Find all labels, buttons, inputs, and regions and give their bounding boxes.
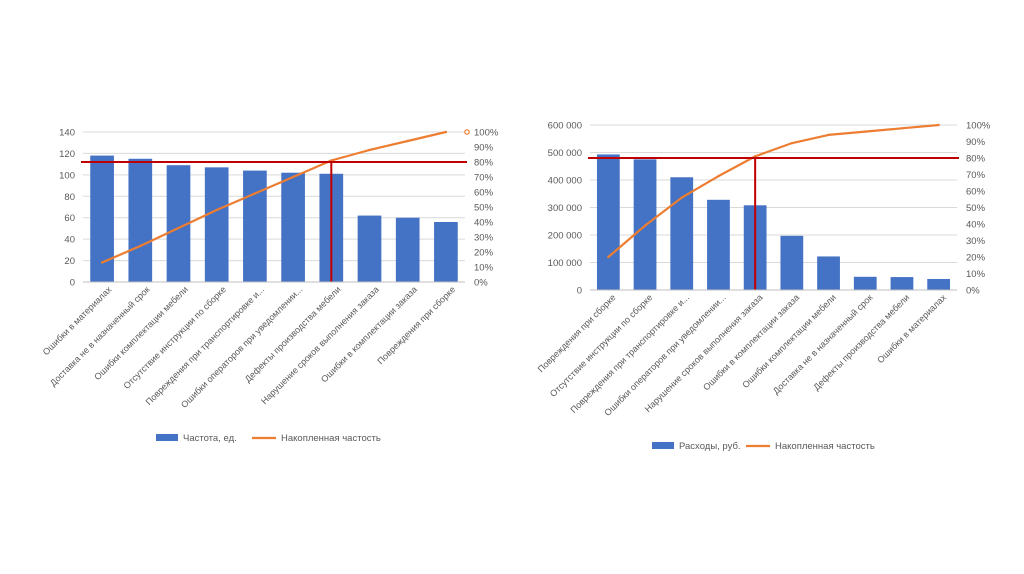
category-label: Ошибки в материалах [41,284,114,357]
bar [780,235,804,290]
cumulative-point [100,261,104,264]
bar [853,276,877,290]
y-tick-label: 20 [64,256,75,267]
legend-swatch-bars [156,434,178,441]
cumulative-point [253,192,257,195]
bar [281,172,305,282]
y2-tick-label: 20% [966,253,986,264]
y2-tick-label: 0% [966,286,980,297]
y-tick-label: 0 [70,278,75,289]
bar [927,279,951,290]
y2-tick-label: 30% [474,233,494,244]
bar [670,177,694,290]
y2-tick-label: 80% [966,154,986,165]
bar [817,256,840,290]
legend-label-line: Накопленная частость [281,433,381,444]
cumulative-point [827,133,830,137]
y2-tick-label: 20% [474,248,494,259]
category-label: Ошибки в материалах [875,292,948,365]
cumulative-point [607,255,610,259]
y2-tick-label: 80% [474,158,494,169]
cumulative-point [215,208,218,212]
y2-tick-label: 60% [474,188,494,199]
y-tick-label: 200 000 [548,231,582,242]
legend-label-bars: Частота, ед. [183,433,237,444]
cumulative-point [444,130,448,134]
bar [357,215,382,282]
bar [434,222,458,282]
y-tick-label: 100 [59,170,75,181]
pareto-chart-costs: 0 100 000 200 000 300 000 400 000 500 000 600 … [536,121,991,453]
cumulative-point [139,244,142,248]
legend-label-bars: Расходы, руб. [679,441,741,452]
cumulative-point [790,141,794,145]
cumulative-line [607,123,939,258]
legend-swatch-bars [652,442,674,449]
y-tick-label: 80 [64,192,75,203]
line-end-marker [464,129,470,135]
cumulative-point [680,196,683,199]
bar [90,155,114,282]
bar [128,158,153,282]
y-tick-label: 0 [577,286,582,297]
y-tick-label: 600 000 [548,121,582,132]
bar [166,165,191,282]
y-tick-label: 100 000 [548,258,582,269]
bar [707,199,730,290]
cumulative-point [291,175,295,179]
y2-tick-label: 40% [966,220,986,231]
cumulative-point [900,127,904,130]
y2-tick-label: 90% [474,143,494,154]
cumulative-point [753,155,757,158]
y-tick-label: 400 000 [548,176,582,187]
cumulative-point [368,148,371,152]
y2-tick-label: 70% [474,173,494,184]
bar [890,277,914,290]
cumulative-point [717,174,720,178]
bar [204,167,229,282]
cumulative-point [177,226,180,230]
y2-tick-label: 40% [474,218,494,229]
y2-tick-label: 60% [966,187,986,198]
cumulative-point [937,123,940,127]
legend-label-line: Накопленная частость [775,441,875,452]
y2-tick-label: 90% [966,137,986,148]
y-tick-label: 300 000 [548,203,582,214]
y2-tick-label: 70% [966,170,986,181]
y-tick-label: 120 [59,149,75,160]
y2-tick-label: 10% [474,263,494,274]
cumulative-point [406,139,409,143]
y2-tick-label: 100% [966,121,991,132]
y2-tick-label: 30% [966,236,986,247]
cumulative-line [101,130,447,264]
bar [243,170,267,282]
pareto-chart-frequency: 0 20 40 60 80 100 120 140 0% 10% 20% 30% 40% 50% 60% 70… [41,128,499,445]
cumulative-point [864,130,867,133]
bar [395,217,420,282]
category-label: Повреждения при сборке [375,284,457,366]
y2-tick-label: 100% [474,128,499,139]
bar [596,154,620,290]
cumulative-point [643,224,647,227]
y2-tick-label: 50% [474,203,494,214]
y-tick-label: 60 [64,213,75,224]
y2-tick-label: 0% [474,278,488,289]
y-tick-label: 140 [59,128,75,139]
y-tick-label: 40 [64,235,75,246]
y-tick-label: 500 000 [548,148,582,159]
y2-tick-label: 50% [966,203,986,214]
y2-tick-label: 10% [966,269,986,280]
